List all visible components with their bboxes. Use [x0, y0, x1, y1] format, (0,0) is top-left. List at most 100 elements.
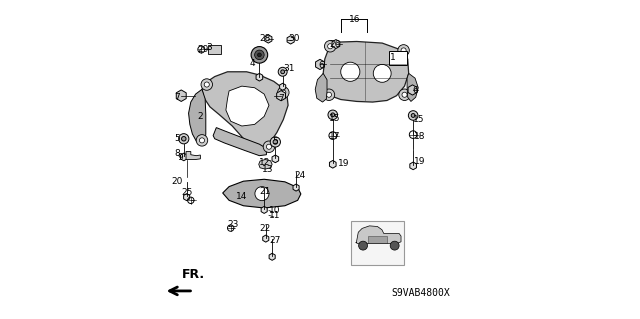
Polygon shape — [226, 86, 269, 126]
Text: 12: 12 — [259, 158, 271, 167]
Text: 24: 24 — [294, 171, 306, 180]
Text: 29: 29 — [197, 45, 209, 54]
Polygon shape — [407, 73, 419, 101]
Circle shape — [251, 47, 268, 63]
Text: 18: 18 — [414, 132, 426, 141]
Text: 20: 20 — [172, 177, 183, 186]
Circle shape — [328, 44, 333, 49]
Polygon shape — [269, 253, 275, 260]
Polygon shape — [332, 40, 340, 48]
Text: 7: 7 — [278, 94, 284, 103]
Text: FR.: FR. — [182, 268, 205, 281]
Circle shape — [281, 70, 285, 74]
Text: 23: 23 — [227, 220, 239, 229]
Text: 17: 17 — [329, 132, 340, 141]
Polygon shape — [316, 59, 324, 70]
Polygon shape — [186, 152, 200, 160]
Polygon shape — [263, 235, 269, 242]
Circle shape — [257, 53, 261, 57]
Text: 6: 6 — [319, 61, 324, 70]
Polygon shape — [280, 83, 285, 90]
Text: 1: 1 — [390, 53, 396, 62]
Text: 28: 28 — [259, 34, 271, 43]
Circle shape — [281, 90, 286, 95]
Polygon shape — [276, 91, 285, 101]
Text: 13: 13 — [262, 165, 273, 174]
Circle shape — [340, 62, 360, 81]
Polygon shape — [261, 206, 268, 213]
Polygon shape — [256, 73, 262, 81]
Text: 15: 15 — [413, 115, 424, 124]
Circle shape — [278, 87, 289, 98]
Text: 5: 5 — [272, 137, 278, 146]
Polygon shape — [223, 179, 301, 208]
Circle shape — [179, 134, 189, 144]
Circle shape — [273, 140, 278, 144]
Circle shape — [358, 241, 367, 250]
Polygon shape — [202, 72, 288, 150]
Circle shape — [399, 89, 410, 100]
Circle shape — [326, 92, 332, 97]
Polygon shape — [323, 41, 409, 102]
Text: 27: 27 — [269, 236, 280, 245]
Polygon shape — [176, 90, 186, 101]
Circle shape — [412, 114, 415, 117]
Text: 2: 2 — [197, 112, 203, 121]
Circle shape — [201, 79, 212, 90]
Circle shape — [200, 138, 205, 143]
Polygon shape — [184, 194, 189, 201]
Text: 22: 22 — [259, 224, 271, 233]
Text: 19: 19 — [337, 159, 349, 168]
Text: 10: 10 — [269, 206, 280, 215]
Circle shape — [266, 144, 271, 149]
Circle shape — [324, 41, 336, 52]
Text: 6: 6 — [413, 86, 419, 95]
Text: 3: 3 — [207, 43, 212, 52]
Circle shape — [398, 45, 410, 56]
Circle shape — [402, 92, 407, 97]
Circle shape — [204, 82, 209, 87]
Text: 21: 21 — [259, 187, 271, 196]
Circle shape — [255, 187, 269, 201]
Polygon shape — [316, 73, 327, 102]
Circle shape — [390, 241, 399, 250]
Circle shape — [408, 111, 418, 120]
Text: 19: 19 — [414, 157, 426, 166]
Circle shape — [278, 67, 287, 76]
Polygon shape — [272, 155, 278, 163]
Text: 16: 16 — [349, 15, 360, 24]
Text: 5: 5 — [174, 134, 180, 143]
Circle shape — [373, 64, 391, 82]
Text: S9VAB4800X: S9VAB4800X — [392, 288, 451, 298]
Circle shape — [331, 113, 335, 117]
Circle shape — [270, 137, 280, 147]
Polygon shape — [356, 226, 401, 243]
Circle shape — [323, 89, 335, 100]
Circle shape — [401, 48, 406, 53]
Circle shape — [263, 141, 275, 152]
Bar — [209, 45, 221, 54]
Text: 25: 25 — [181, 189, 193, 197]
Polygon shape — [410, 162, 417, 170]
Circle shape — [196, 135, 208, 146]
Text: 11: 11 — [269, 211, 280, 220]
Text: 8: 8 — [174, 149, 180, 158]
Polygon shape — [330, 160, 336, 168]
Text: 15: 15 — [329, 114, 340, 122]
FancyBboxPatch shape — [388, 51, 407, 65]
Text: 31: 31 — [284, 64, 295, 73]
Circle shape — [328, 110, 337, 120]
Polygon shape — [408, 85, 417, 95]
Circle shape — [182, 137, 186, 141]
Bar — [368, 236, 387, 243]
Polygon shape — [180, 153, 187, 161]
Polygon shape — [259, 160, 272, 169]
Text: 30: 30 — [288, 34, 300, 43]
Text: 9: 9 — [177, 153, 183, 162]
Polygon shape — [265, 35, 272, 43]
Text: 26: 26 — [329, 40, 340, 49]
Polygon shape — [189, 89, 206, 143]
Polygon shape — [213, 128, 266, 156]
Text: 7: 7 — [174, 93, 180, 102]
Polygon shape — [293, 184, 299, 191]
